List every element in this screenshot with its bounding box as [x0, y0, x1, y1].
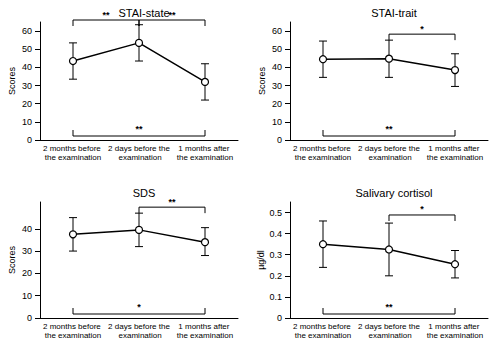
- svg-text:*: *: [137, 302, 141, 312]
- svg-text:the examination: the examination: [295, 331, 351, 340]
- svg-text:20: 20: [272, 99, 282, 109]
- svg-text:10: 10: [22, 117, 32, 127]
- svg-text:the examination: the examination: [45, 331, 101, 340]
- svg-text:2 months before: 2 months before: [293, 144, 353, 153]
- svg-text:0.1: 0.1: [269, 292, 282, 302]
- svg-text:STAI-trait: STAI-trait: [371, 7, 417, 19]
- svg-text:0: 0: [27, 135, 32, 145]
- svg-text:the examination: the examination: [295, 153, 351, 162]
- svg-text:40: 40: [22, 62, 32, 72]
- svg-text:0: 0: [277, 135, 282, 145]
- svg-text:the examination: the examination: [45, 153, 101, 162]
- svg-text:20: 20: [22, 268, 32, 278]
- svg-text:the examination: the examination: [177, 331, 233, 340]
- svg-text:2 days before the: 2 days before the: [108, 144, 170, 153]
- svg-text:10: 10: [272, 117, 282, 127]
- svg-text:0: 0: [27, 313, 32, 323]
- svg-text:10: 10: [22, 291, 32, 301]
- svg-text:examination: examination: [366, 153, 411, 162]
- svg-text:1 months after: 1 months after: [178, 322, 231, 331]
- svg-text:Salivary cortisol: Salivary cortisol: [355, 187, 432, 199]
- svg-text:1 months after: 1 months after: [178, 144, 231, 153]
- svg-text:30: 30: [22, 246, 32, 256]
- svg-text:examination: examination: [116, 331, 161, 340]
- svg-text:Scores: Scores: [257, 66, 267, 95]
- svg-text:the examination: the examination: [177, 153, 233, 162]
- svg-text:examination: examination: [116, 153, 161, 162]
- svg-text:µg/dl: µg/dl: [256, 250, 266, 270]
- svg-text:50: 50: [22, 44, 32, 54]
- svg-text:**: **: [135, 124, 143, 134]
- svg-text:Scores: Scores: [7, 245, 17, 274]
- svg-text:STAI-state: STAI-state: [118, 7, 169, 19]
- svg-text:**: **: [102, 10, 110, 20]
- svg-text:1 months after: 1 months after: [428, 144, 481, 153]
- svg-text:2 days before the: 2 days before the: [358, 322, 420, 331]
- svg-text:2 days before the: 2 days before the: [108, 322, 170, 331]
- svg-text:0.3: 0.3: [269, 250, 282, 260]
- svg-text:30: 30: [272, 81, 282, 91]
- svg-text:30: 30: [22, 81, 32, 91]
- svg-text:50: 50: [272, 44, 282, 54]
- svg-text:40: 40: [272, 62, 282, 72]
- svg-text:2 months before: 2 months before: [43, 322, 103, 331]
- svg-text:**: **: [168, 10, 176, 20]
- svg-text:SDS: SDS: [133, 187, 156, 199]
- svg-text:*: *: [420, 24, 424, 34]
- svg-text:the examination: the examination: [427, 153, 483, 162]
- svg-text:Scores: Scores: [7, 66, 17, 95]
- svg-text:0.5: 0.5: [269, 208, 282, 218]
- svg-text:**: **: [385, 124, 393, 134]
- svg-text:60: 60: [22, 26, 32, 36]
- svg-text:**: **: [168, 197, 176, 207]
- svg-text:1 months after: 1 months after: [428, 322, 481, 331]
- svg-text:examination: examination: [366, 331, 411, 340]
- svg-text:*: *: [420, 204, 424, 214]
- svg-text:40: 40: [22, 224, 32, 234]
- svg-text:0: 0: [277, 313, 282, 323]
- svg-text:2 days before the: 2 days before the: [358, 144, 420, 153]
- svg-text:20: 20: [22, 99, 32, 109]
- svg-text:the examination: the examination: [427, 331, 483, 340]
- svg-text:60: 60: [272, 26, 282, 36]
- svg-text:0.2: 0.2: [269, 271, 282, 281]
- svg-text:2 months before: 2 months before: [43, 144, 103, 153]
- svg-text:**: **: [385, 302, 393, 312]
- svg-text:0.4: 0.4: [269, 229, 282, 239]
- svg-text:2 months before: 2 months before: [293, 322, 353, 331]
